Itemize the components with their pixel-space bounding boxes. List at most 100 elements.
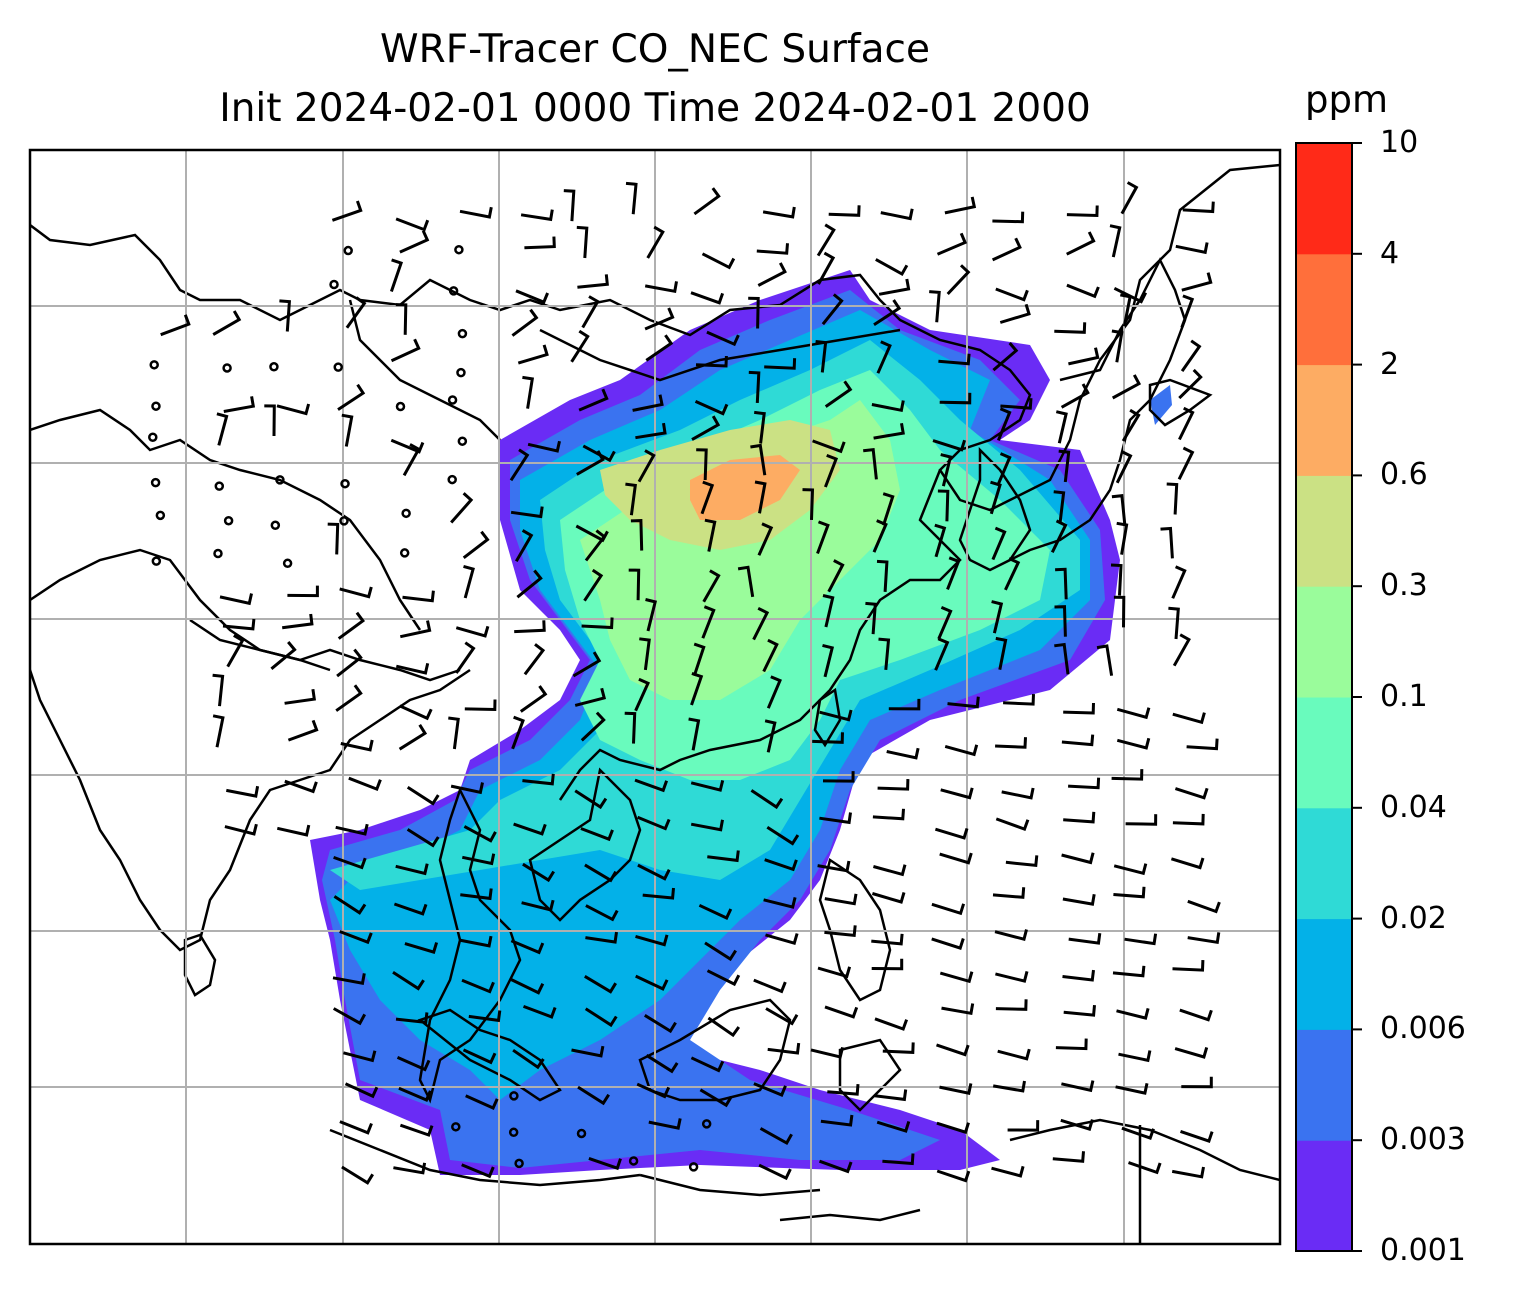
wind-barb	[336, 648, 363, 678]
wind-barb	[996, 452, 1012, 486]
wind-barb	[802, 488, 815, 520]
wind-barb	[819, 709, 853, 722]
wind-barb	[406, 828, 440, 848]
colorbar-tick-label: 2	[1380, 346, 1400, 382]
wind-barb	[395, 303, 408, 335]
wind-barb	[995, 636, 1008, 670]
wind-barb	[940, 453, 953, 487]
wind-barb	[817, 966, 852, 979]
wind-barb	[872, 519, 888, 553]
wind-barb	[694, 400, 729, 416]
wind-barb-calm	[150, 477, 161, 488]
wind-barb	[510, 506, 544, 519]
wind-barb-calm	[149, 360, 159, 370]
wind-barb	[222, 618, 256, 631]
wind-barb	[944, 196, 977, 215]
wind-barb	[992, 1080, 1026, 1093]
wind-barb	[520, 209, 554, 222]
wind-barb	[522, 375, 535, 409]
wind-barb	[1172, 633, 1191, 667]
wind-barb	[690, 291, 725, 305]
wind-barb	[1060, 383, 1090, 409]
wind-barb	[635, 974, 669, 991]
wind-barb	[574, 687, 607, 707]
wind-barb	[510, 978, 545, 995]
wind-barb	[764, 719, 777, 753]
wind-barb	[1000, 398, 1033, 410]
coast-japan	[1009, 257, 1187, 562]
wind-barb	[1005, 855, 1039, 868]
wind-barb	[515, 529, 534, 563]
wind-barb	[398, 1086, 432, 1102]
wind-barb	[584, 1007, 618, 1028]
wind-barb	[876, 559, 889, 592]
wind-barb	[459, 206, 493, 219]
wind-barb	[1053, 490, 1066, 523]
wind-barb	[160, 314, 191, 337]
wind-barb	[936, 1169, 971, 1183]
wind-barb	[997, 1048, 1031, 1061]
wind-barb	[999, 303, 1031, 324]
colorbar	[1296, 143, 1352, 1252]
wind-barb	[580, 827, 614, 842]
wind-barb	[511, 308, 539, 337]
wind-barb	[393, 1162, 427, 1175]
wind-barb	[630, 519, 644, 551]
colorbar-tick-label: 0.001	[1380, 1233, 1466, 1268]
map-border	[28, 148, 1282, 1246]
wind-barb	[572, 651, 602, 678]
wind-barb	[1111, 769, 1144, 781]
wind-barb	[216, 412, 229, 446]
wind-barb	[821, 293, 844, 326]
wind-barb	[1181, 272, 1213, 292]
wind-barb	[464, 699, 497, 712]
wind-barb	[1113, 286, 1148, 304]
wind-barb	[1115, 1082, 1149, 1095]
wind-barb	[764, 858, 798, 872]
wind-barb-calm	[456, 367, 466, 378]
wind-barb	[1116, 737, 1151, 750]
wind-barb	[994, 929, 1028, 942]
wind-barb	[690, 1056, 725, 1073]
wind-barb	[463, 564, 475, 599]
wind-barb	[390, 438, 425, 454]
wind-barb-calm	[329, 279, 339, 290]
wind-barb-calm	[222, 363, 232, 373]
map-plot-area	[30, 150, 1280, 1244]
wind-barb	[824, 1005, 859, 1019]
wind-barb	[509, 448, 530, 482]
coast-inner-border	[348, 299, 501, 441]
wind-barb	[585, 931, 618, 944]
wind-barb	[759, 1127, 793, 1146]
wind-barb-calm	[214, 481, 225, 491]
wind-barb	[931, 902, 966, 916]
wind-barb	[1187, 899, 1221, 914]
wind-barb	[989, 480, 1002, 515]
wind-barb	[644, 307, 675, 331]
wind-barb	[577, 274, 609, 289]
map-title-line-1: WRF-Tracer CO_NEC Surface	[380, 27, 930, 72]
wind-barb-calm	[509, 1091, 519, 1101]
wind-barb	[339, 586, 373, 599]
wind-barb	[764, 358, 797, 370]
wind-barb	[1061, 852, 1095, 865]
wind-barb-calm	[448, 286, 459, 296]
wind-barb	[583, 568, 604, 602]
wind-barb	[934, 523, 947, 558]
wind-barb	[691, 415, 721, 441]
wind-barb	[1001, 787, 1035, 800]
wind-barb	[448, 716, 460, 750]
wind-barb	[874, 1089, 908, 1102]
colorbar-band-1	[1296, 1029, 1352, 1141]
wind-barb	[706, 330, 740, 347]
wind-barb	[284, 688, 316, 705]
wind-barb	[1187, 932, 1221, 945]
wind-barb-calm	[148, 432, 158, 442]
wind-barb	[648, 1118, 682, 1130]
wind-barb	[577, 1085, 610, 1106]
wind-barb	[1121, 1126, 1155, 1141]
wind-barb	[522, 1004, 557, 1019]
wind-barb	[871, 891, 906, 904]
wind-barb	[817, 860, 851, 873]
wind-barb	[936, 1121, 970, 1135]
